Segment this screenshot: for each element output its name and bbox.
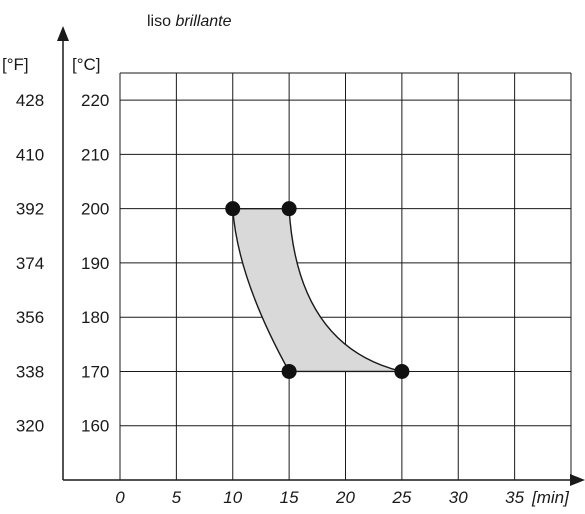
y-tick-label-fahrenheit: 428 [16, 91, 44, 110]
axes [57, 26, 585, 486]
data-point [281, 363, 297, 379]
grid [119, 72, 572, 480]
x-tick-label: 0 [115, 488, 125, 507]
y-tick-label-celsius: 220 [81, 91, 109, 110]
shaded-region [231, 207, 403, 373]
y-tick-label-celsius: 180 [81, 308, 109, 327]
data-point [225, 201, 241, 217]
x-tick-label: 20 [335, 488, 355, 507]
x-tick-label: 25 [391, 488, 411, 507]
x-tick-label: 5 [172, 488, 182, 507]
tick-labels: 0 5 10 15 20 25 30 35 220 428 210 410 200 392 190 374 18… [16, 91, 525, 507]
chart-title-emphasis: brillante [175, 13, 231, 30]
y-tick-label-fahrenheit: 392 [16, 200, 44, 219]
chart-title-prefix: liso [147, 13, 175, 30]
data-markers [225, 201, 410, 379]
data-point [394, 363, 410, 379]
y-tick-label-celsius: 190 [81, 254, 109, 273]
data-point [281, 201, 297, 217]
chart-title: liso brillante [147, 13, 232, 30]
x-tick-label: 10 [223, 488, 242, 507]
y-unit-label-celsius: [°C] [72, 55, 101, 74]
x-tick-label: 35 [505, 488, 524, 507]
y-tick-label-fahrenheit: 356 [16, 308, 44, 327]
y-tick-label-celsius: 160 [81, 417, 109, 436]
x-axis-arrow [570, 474, 585, 486]
y-tick-label-fahrenheit: 320 [16, 417, 44, 436]
y-tick-label-fahrenheit: 338 [16, 362, 44, 381]
plot-area [231, 207, 403, 373]
y-axis-arrow [57, 26, 69, 41]
y-tick-label-celsius: 210 [81, 145, 109, 164]
x-tick-label: 15 [280, 488, 299, 507]
x-unit-label: [min] [531, 488, 570, 507]
y-unit-label-fahrenheit: [°F] [2, 55, 29, 74]
y-tick-label-celsius: 170 [81, 362, 109, 381]
y-tick-label-fahrenheit: 410 [16, 145, 44, 164]
x-tick-label: 30 [449, 488, 468, 507]
y-tick-label-celsius: 200 [81, 200, 109, 219]
y-tick-label-fahrenheit: 374 [16, 254, 44, 273]
